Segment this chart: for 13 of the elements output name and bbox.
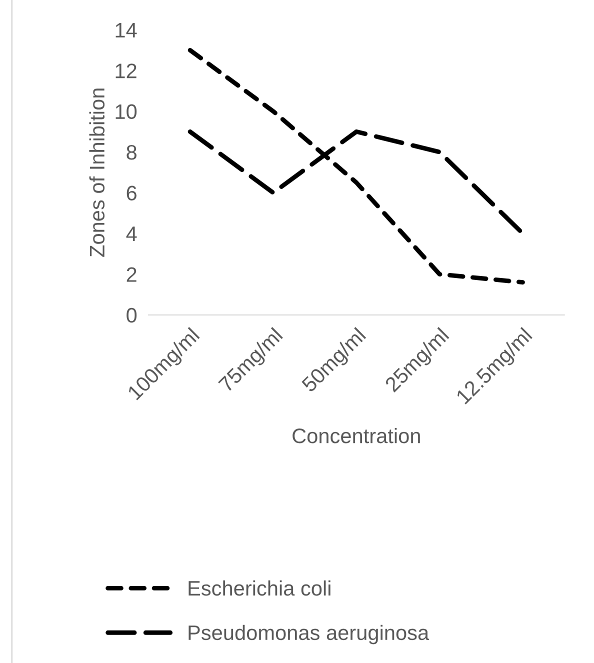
y-tick-label: 12: [116, 64, 136, 78]
line-series: [188, 48, 525, 285]
legend-label: Escherichia coli: [188, 580, 330, 596]
x-axis-title: Concentration: [292, 428, 420, 444]
y-tick-label: 14: [116, 23, 137, 38]
y-tick-label: 0: [126, 308, 137, 323]
y-tick-label: 2: [126, 267, 136, 282]
y-tick-label: 6: [126, 186, 136, 200]
y-tick-label: 4: [126, 226, 137, 242]
legend-label: Pseudomonas aeruginosa: [188, 624, 430, 644]
y-tick-label: 10: [116, 104, 137, 120]
y-axis-title: Zones of Inhibition: [89, 88, 105, 257]
y-tick-label: 8: [126, 145, 136, 160]
